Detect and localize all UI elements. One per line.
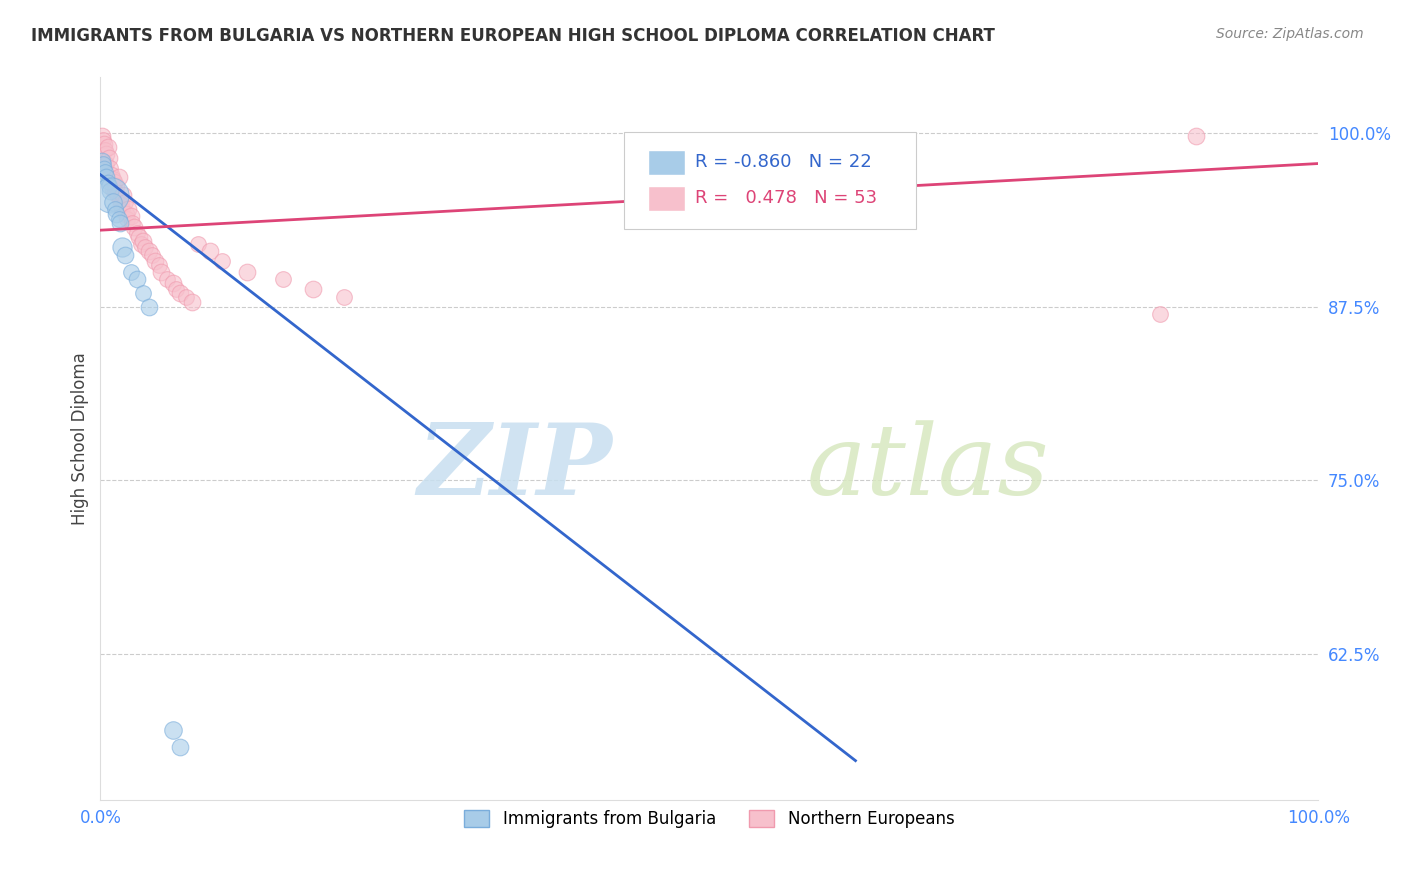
Point [115, 212, 138, 227]
Point [97, 151, 120, 165]
Point [90, 128, 112, 143]
Point [132, 285, 155, 300]
Point [111, 202, 134, 217]
Point [112, 188, 135, 202]
Point [100, 188, 122, 202]
Point [235, 265, 257, 279]
Text: IMMIGRANTS FROM BULGARIA VS NORTHERN EUROPEAN HIGH SCHOOL DIPLOMA CORRELATION CH: IMMIGRANTS FROM BULGARIA VS NORTHERN EUR… [31, 27, 995, 45]
Point [110, 198, 132, 212]
Point [169, 739, 191, 754]
Point [162, 276, 184, 290]
Point [120, 209, 142, 223]
Point [98, 161, 121, 175]
Text: atlas: atlas [807, 420, 1049, 515]
Point [101, 181, 124, 195]
Point [96, 170, 118, 185]
Point [115, 206, 138, 220]
Point [169, 285, 191, 300]
Point [91, 156, 114, 170]
Point [107, 170, 129, 185]
Point [96, 146, 118, 161]
Point [1185, 128, 1208, 143]
Point [211, 253, 233, 268]
Point [198, 244, 221, 258]
Point [100, 168, 122, 182]
Point [1149, 306, 1171, 320]
Point [96, 156, 118, 170]
Point [180, 295, 202, 310]
Y-axis label: High School Diploma: High School Diploma [72, 352, 89, 524]
Point [117, 202, 139, 217]
Point [91, 133, 114, 147]
FancyBboxPatch shape [648, 150, 685, 175]
Point [104, 184, 127, 198]
Text: Source: ZipAtlas.com: Source: ZipAtlas.com [1216, 27, 1364, 41]
Point [271, 272, 294, 286]
Text: R = -0.860   N = 22: R = -0.860 N = 22 [695, 153, 872, 171]
Point [162, 723, 184, 737]
Point [107, 212, 129, 227]
Point [143, 253, 166, 268]
Point [104, 202, 127, 217]
Point [132, 235, 155, 249]
Point [97, 175, 120, 189]
Point [128, 230, 150, 244]
Point [101, 171, 124, 186]
Point [125, 226, 148, 240]
Text: R =   0.478   N = 53: R = 0.478 N = 53 [695, 189, 877, 207]
Point [101, 195, 124, 210]
Point [150, 265, 173, 279]
Point [90, 153, 112, 168]
Point [111, 240, 134, 254]
Point [105, 206, 128, 220]
Point [138, 244, 160, 258]
Point [138, 300, 160, 314]
Point [333, 290, 356, 304]
Text: ZIP: ZIP [418, 419, 612, 516]
Point [107, 188, 129, 202]
Point [134, 240, 156, 254]
Point [94, 165, 117, 179]
Point [121, 216, 143, 230]
Point [94, 143, 117, 157]
Point [105, 178, 128, 193]
Point [129, 237, 152, 252]
Point [108, 216, 131, 230]
Point [108, 193, 131, 207]
Point [103, 175, 125, 189]
Point [156, 272, 179, 286]
Legend: Immigrants from Bulgaria, Northern Europeans: Immigrants from Bulgaria, Northern Europ… [457, 803, 960, 835]
Point [165, 281, 187, 295]
Point [148, 258, 170, 272]
Point [120, 265, 142, 279]
Point [141, 248, 163, 262]
Point [93, 137, 115, 152]
Point [125, 272, 148, 286]
Point [97, 178, 120, 193]
Point [97, 140, 120, 154]
Point [174, 290, 197, 304]
Point [114, 195, 136, 210]
Point [124, 220, 146, 235]
Point [93, 161, 115, 175]
FancyBboxPatch shape [648, 186, 685, 211]
Point [114, 248, 136, 262]
FancyBboxPatch shape [624, 132, 917, 229]
Point [187, 237, 209, 252]
Point [98, 184, 121, 198]
Point [302, 281, 325, 295]
